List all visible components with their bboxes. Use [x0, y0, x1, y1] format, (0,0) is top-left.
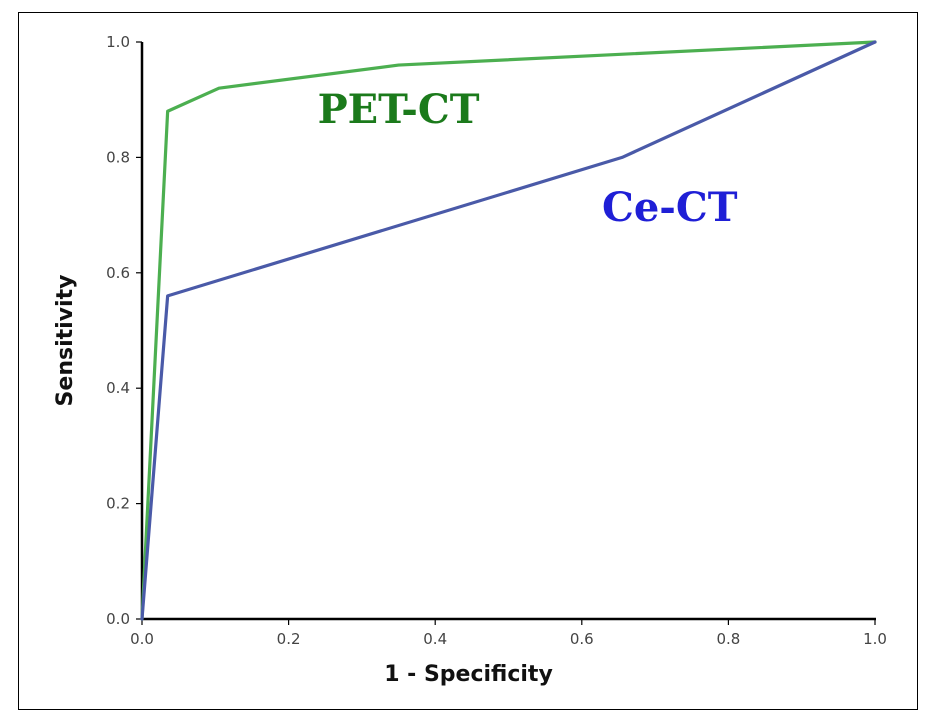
series-label-pet-ct: PET-CT [318, 86, 480, 133]
y-tick-label: 0.4 [106, 379, 130, 397]
x-axis-title: 1 - Specificity [384, 662, 553, 687]
tick-group: 0.0 0.2 0.4 0.6 0.8 1.0 0.0 0.2 0.4 0.6 0.8 1.0 [106, 33, 887, 648]
x-tick-label: 0.0 [130, 630, 154, 648]
y-tick-label: 0.6 [106, 264, 130, 282]
series-line-pet-ct [140, 40, 877, 621]
series-line-ce-ct [140, 40, 877, 621]
y-axis-title: Sensitivity [53, 275, 78, 407]
x-tick-label: 1.0 [863, 630, 887, 648]
y-tick-label: 0.0 [106, 610, 130, 628]
x-tick-label: 0.6 [570, 630, 594, 648]
series-label-ce-ct: Ce-CT [602, 184, 738, 231]
y-tick-label: 0.2 [106, 495, 130, 513]
y-tick-label: 1.0 [106, 33, 130, 51]
y-tick-label: 0.8 [106, 148, 130, 166]
x-tick-label: 0.4 [423, 630, 447, 648]
x-tick-label: 0.8 [716, 630, 740, 648]
x-tick-label: 0.2 [277, 630, 301, 648]
series-group [140, 40, 877, 621]
